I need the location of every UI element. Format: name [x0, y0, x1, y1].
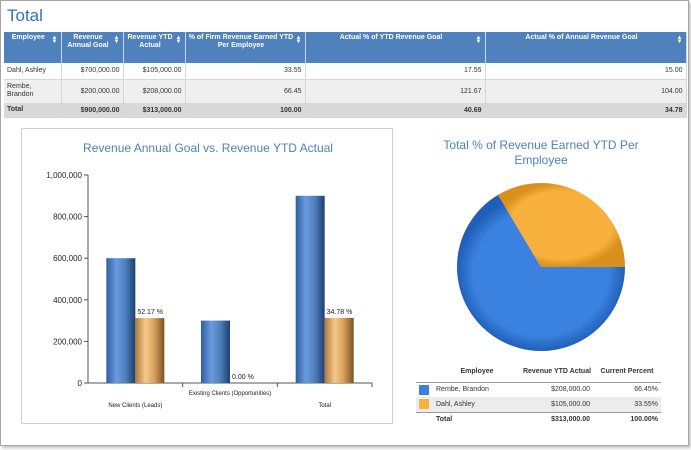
- cell-annual-goal: $200,000.00: [61, 79, 124, 104]
- table-row: Dahl, Ashley $700,000.00 $105,000.00 33.…: [4, 63, 687, 80]
- legend-total-row: Total $313,000.00 100.00%: [416, 411, 661, 427]
- pie-chart-slices: [457, 183, 625, 352]
- y-tick-label: 0: [78, 379, 83, 388]
- legend-employee: Rembe, Brandon: [436, 386, 489, 394]
- col-header-employee[interactable]: Employee ▲ ▼: [4, 32, 62, 63]
- x-category-label: Total: [318, 403, 331, 409]
- cell-pct-annual-goal: 15.00: [485, 63, 687, 80]
- bar-chart-marks: [106, 195, 354, 383]
- bar-series-1-2: [324, 317, 354, 383]
- legend-total-percent: 100.00%: [593, 411, 661, 427]
- y-tick-label: 800,000: [53, 213, 82, 222]
- table-header-row: Employee ▲ ▼ Revenue Annual Goal ▲ ▼ Revenue…: [4, 32, 687, 63]
- cell-annual-goal: $700,000.00: [61, 63, 124, 80]
- bar-series-0-1: [201, 320, 230, 383]
- bar-data-label: 0.00 %: [232, 374, 254, 381]
- cell-pct-firm: 66.45: [185, 79, 306, 104]
- legend-ytd-actual: $208,000.00: [551, 386, 590, 394]
- bar-series-1-0: [135, 318, 165, 383]
- cell-ytd-actual: $208,000.00: [123, 79, 186, 104]
- legend-total-label: Total: [433, 411, 521, 427]
- table-row: Rembe, Brandon $200,000.00 $208,000.00 6…: [4, 79, 687, 104]
- revenue-table: Employee ▲ ▼ Revenue Annual Goal ▲ ▼ Revenue…: [4, 32, 687, 118]
- cell-ytd-actual: $105,000.00: [123, 63, 186, 80]
- bar-chart-panel: Revenue Annual Goal vs. Revenue YTD Actu…: [21, 128, 393, 424]
- cell-pct-firm: 33.55: [185, 63, 306, 80]
- legend-swatch-blue: [419, 384, 429, 395]
- legend-current-percent: 33.55%: [593, 397, 661, 412]
- bar-data-label: 34.78 %: [327, 309, 353, 316]
- col-header-ytd-actual[interactable]: Revenue YTD Actual ▲ ▼: [123, 32, 186, 63]
- cell-employee: Rembe, Brandon: [4, 79, 62, 104]
- cell-total-label: Total: [4, 103, 62, 118]
- cell-employee: Dahl, Ashley: [4, 63, 62, 80]
- sort-up-down-icon[interactable]: ▲ ▼: [676, 35, 683, 45]
- pie-chart-title: Total % of Revenue Earned YTD Per Employ…: [443, 138, 639, 167]
- page-title: Total: [7, 6, 43, 25]
- cell-total-pct-firm: 100.00: [185, 103, 306, 118]
- legend-header-row: Employee Revenue YTD Actual Current Perc…: [416, 363, 661, 383]
- legend-row: Rembe, Brandon $208,000.00 66.45%: [416, 382, 661, 397]
- bar-series-0-2: [295, 195, 325, 383]
- bar-chart-categories: New Clients (Leads) Existing Clients (Opp…: [108, 383, 373, 409]
- cell-pct-ytd-goal: 121.67: [305, 79, 486, 104]
- legend-col-ytd-actual: Revenue YTD Actual: [521, 363, 593, 383]
- pie-slice-1: [498, 183, 625, 267]
- y-tick-label: 200,000: [53, 337, 82, 346]
- x-category-label: Existing Clients (Opportunities): [189, 391, 271, 397]
- col-header-annual-goal[interactable]: Revenue Annual Goal ▲ ▼: [61, 32, 124, 63]
- y-tick-label: 1,000,000: [46, 171, 82, 180]
- col-header-pct-firm[interactable]: % of Firm Revenue Earned YTD Per Employe…: [185, 32, 306, 63]
- pie-slice-0: [457, 194, 625, 352]
- cell-total-pct-annual-goal: 34.78: [485, 103, 687, 118]
- legend-col-employee: Employee: [433, 363, 521, 383]
- cell-pct-annual-goal: 104.00: [485, 79, 687, 104]
- bar-chart-data-labels: 52.17 % 0.00 % 34.78 %: [137, 309, 352, 381]
- cell-total-annual-goal: $900,000.00: [61, 103, 124, 118]
- y-tick-label: 600,000: [53, 254, 82, 263]
- sort-up-down-icon[interactable]: ▲ ▼: [51, 35, 58, 45]
- sort-up-down-icon[interactable]: ▲ ▼: [175, 35, 182, 45]
- bar-data-label: 52.17 %: [137, 309, 163, 316]
- legend-ytd-actual: $105,000.00: [521, 397, 593, 412]
- table-total-row: Total $900,000.00 $313,000.00 100.00 40.…: [4, 103, 687, 118]
- legend-total-ytd: $313,000.00: [521, 411, 593, 427]
- sort-up-down-icon[interactable]: ▲ ▼: [113, 35, 120, 45]
- cell-pct-ytd-goal: 17.55: [305, 63, 486, 80]
- x-category-label: New Clients (Leads): [108, 403, 162, 409]
- bar-chart-title: Revenue Annual Goal vs. Revenue YTD Actu…: [83, 141, 333, 155]
- col-header-pct-annual-goal[interactable]: Actual % of Annual Revenue Goal ▲ ▼: [485, 32, 687, 63]
- legend-row: Dahl, Ashley $105,000.00 33.55%: [416, 397, 661, 412]
- bar-series-0-0: [106, 258, 136, 383]
- bar-chart: Revenue Annual Goal vs. Revenue YTD Actu…: [46, 141, 373, 409]
- legend-col-current-percent: Current Percent: [593, 363, 661, 383]
- col-header-pct-ytd-goal[interactable]: Actual % of YTD Revenue Goal ▲ ▼: [305, 32, 486, 63]
- sort-up-down-icon[interactable]: ▲ ▼: [295, 35, 302, 45]
- bar-chart-y-ticks: 0 200,000 400,000 600,000 800,000 1,000,000: [46, 171, 88, 388]
- pie-legend-table: Employee Revenue YTD Actual Current Perc…: [416, 363, 661, 427]
- legend-employee: Dahl, Ashley: [433, 397, 521, 412]
- pie-chart: [457, 183, 625, 352]
- cell-total-pct-ytd-goal: 40.69: [305, 103, 486, 118]
- cell-total-ytd-actual: $313,000.00: [123, 103, 186, 118]
- y-tick-label: 400,000: [53, 296, 82, 305]
- legend-swatch-gold: [419, 399, 429, 410]
- sort-up-down-icon[interactable]: ▲ ▼: [475, 35, 482, 45]
- legend-current-percent: 66.45%: [634, 386, 658, 394]
